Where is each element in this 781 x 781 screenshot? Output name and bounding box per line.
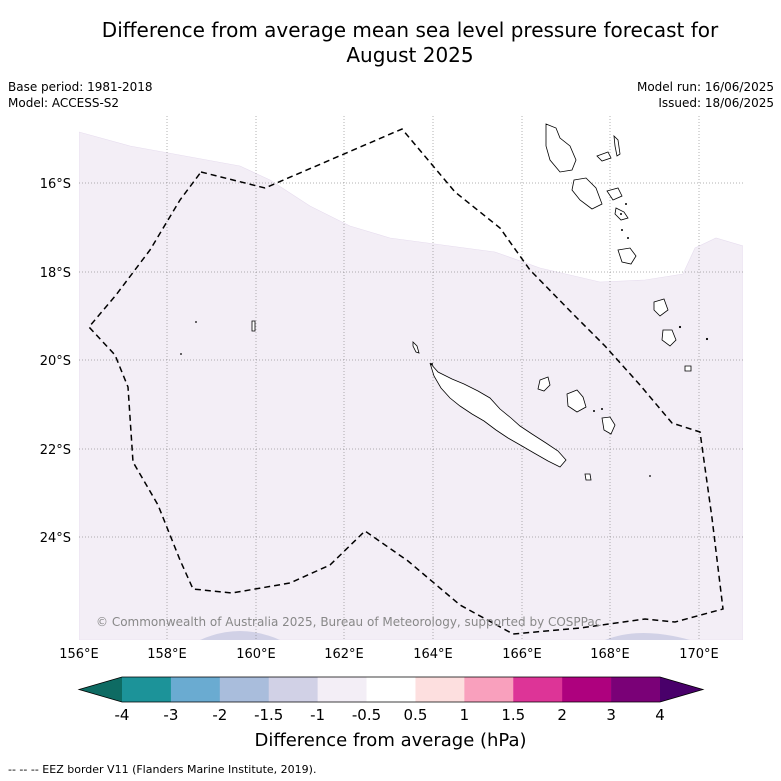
colorbar xyxy=(77,676,705,703)
tanna-island xyxy=(661,329,677,347)
colorbar-tick-label: 4 xyxy=(655,706,665,724)
lat-label: 24°S xyxy=(40,531,71,546)
colorbar-tick-label: -2 xyxy=(212,706,227,724)
lat-label: 16°S xyxy=(40,177,71,192)
graticule xyxy=(79,116,743,640)
lon-label: 166°E xyxy=(502,647,542,662)
eez-legend-footer: -- -- -- EEZ border V11 (Flanders Marine… xyxy=(8,763,317,776)
efate-island xyxy=(617,247,637,265)
map-area: © Commonwealth of Australia 2025, Bureau… xyxy=(79,116,743,640)
colorbar-segment xyxy=(219,677,270,702)
colorbar-tick-label: 1 xyxy=(460,706,470,724)
chesterfield-islet xyxy=(251,320,256,332)
ambae-island xyxy=(596,151,612,162)
lat-label: 18°S xyxy=(40,266,71,281)
lon-label: 168°E xyxy=(590,647,630,662)
erromango-island xyxy=(653,298,669,317)
colorbar-tick-label: 0.5 xyxy=(404,706,428,724)
bottom-patch-right xyxy=(605,633,690,640)
colorbar-ticks: -4 -3 -2 -1.5 -1 -0.5 0.5 1 1.5 2 3 4 xyxy=(115,706,665,724)
base-period: Base period: 1981-2018 xyxy=(8,80,153,94)
aneityum-island xyxy=(684,365,692,372)
lat-label: 20°S xyxy=(40,354,71,369)
model-run: Model run: 16/06/2025 xyxy=(636,80,774,94)
colorbar-tick-label: -3 xyxy=(163,706,178,724)
issued-date: Issued: 18/06/2025 xyxy=(658,96,774,110)
colorbar-segment xyxy=(611,677,661,702)
colorbar-extend-high xyxy=(660,677,703,702)
colorbar-tick-label: 3 xyxy=(606,706,616,724)
lat-labels: 16°S 18°S 20°S 22°S 24°S xyxy=(40,177,71,546)
copyright-notice: © Commonwealth of Australia 2025, Bureau… xyxy=(96,615,601,629)
model-name: Model: ACCESS-S2 xyxy=(8,96,120,110)
isle-of-pines xyxy=(584,473,592,481)
espiritu-santo-island xyxy=(545,123,577,173)
new-caledonia-island xyxy=(429,362,567,468)
colorbar-segment xyxy=(415,677,465,702)
lon-label: 164°E xyxy=(413,647,453,662)
colorbar-tick-label: -1.5 xyxy=(254,706,283,724)
lon-label: 160°E xyxy=(236,647,276,662)
title-line-2: August 2025 xyxy=(346,43,474,67)
lifou-island xyxy=(566,389,587,413)
lon-labels: 156°E 158°E 160°E 162°E 164°E 166°E 168°… xyxy=(59,647,719,662)
colorbar-segment xyxy=(170,677,221,702)
colorbar-tick-label: 2 xyxy=(557,706,567,724)
small-islets xyxy=(180,203,709,477)
eez-border xyxy=(87,128,724,635)
meta-left: Base period: 1981-2018 Model: ACCESS-S2 xyxy=(8,79,153,111)
lon-label: 156°E xyxy=(59,647,99,662)
chart-title: Difference from average mean sea level p… xyxy=(0,18,781,68)
colorbar-title: Difference from average (hPa) xyxy=(254,730,527,751)
ouvea-island xyxy=(537,376,551,392)
belep-islands xyxy=(412,341,420,354)
colorbar-segment xyxy=(317,677,367,702)
lon-label: 162°E xyxy=(324,647,364,662)
lon-label: 158°E xyxy=(147,647,187,662)
colorbar-segment xyxy=(513,677,563,702)
colorbar-segment xyxy=(268,677,318,702)
malakula-island xyxy=(571,177,603,210)
colorbar-tick-label: -0.5 xyxy=(352,706,381,724)
title-line-1: Difference from average mean sea level p… xyxy=(101,18,719,42)
meta-right: Model run: 16/06/2025 Issued: 18/06/2025 xyxy=(637,79,774,111)
colorbar-segment xyxy=(562,677,612,702)
colorbar-outline xyxy=(77,676,705,703)
ambrym-island xyxy=(606,187,623,201)
colorbar-tick-label: -1 xyxy=(310,706,325,724)
colorbar-segment xyxy=(464,677,514,702)
lon-label: 170°E xyxy=(679,647,719,662)
maewo-island xyxy=(613,134,621,157)
mare-island xyxy=(601,416,616,435)
bottom-patch-left xyxy=(200,631,280,640)
pressure-anomaly-shading xyxy=(79,131,743,640)
colorbar-segment xyxy=(366,677,416,702)
lat-label: 22°S xyxy=(40,443,71,458)
colorbar-tick-label: -4 xyxy=(115,706,130,724)
colorbar-tick-label: 1.5 xyxy=(501,706,525,724)
colorbar-extend-low xyxy=(79,677,122,702)
colorbar-segment xyxy=(122,677,172,702)
